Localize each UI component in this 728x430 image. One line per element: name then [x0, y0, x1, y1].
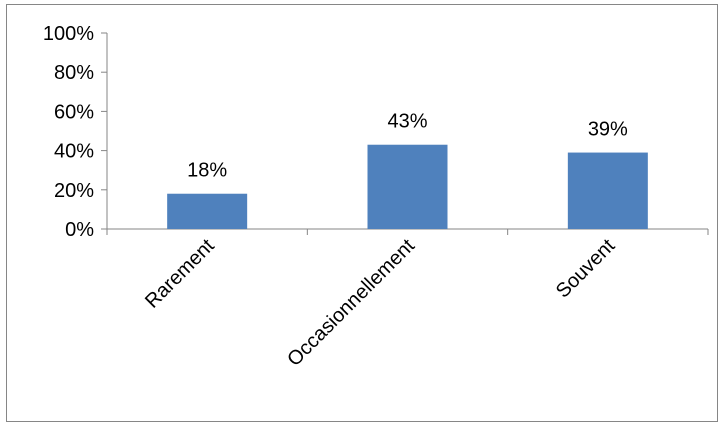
y-tick-label: 100% — [43, 23, 94, 45]
category-label: Occasionnellement — [283, 235, 419, 371]
bar-occasionnellement — [367, 144, 448, 229]
y-tick-label: 60% — [54, 101, 94, 123]
data-label: 43% — [387, 111, 427, 133]
category-label: Souvent — [552, 235, 620, 303]
data-labels: 18% 43% 39% — [187, 111, 628, 182]
bars — [167, 144, 648, 229]
y-tick-label: 0% — [65, 219, 94, 241]
bar-rarement — [167, 193, 248, 229]
x-axis — [106, 228, 709, 235]
data-label: 39% — [588, 119, 628, 141]
category-labels: Rarement Occasionnellement Souvent — [141, 235, 620, 371]
y-tick-label: 20% — [54, 180, 94, 202]
y-tick-label: 40% — [54, 141, 94, 163]
y-axis: 0% 20% 40% 60% 80% 100% — [43, 23, 108, 241]
data-label: 18% — [187, 160, 227, 182]
bar-souvent — [567, 152, 648, 229]
category-label: Rarement — [141, 235, 219, 313]
y-tick-label: 80% — [54, 62, 94, 84]
